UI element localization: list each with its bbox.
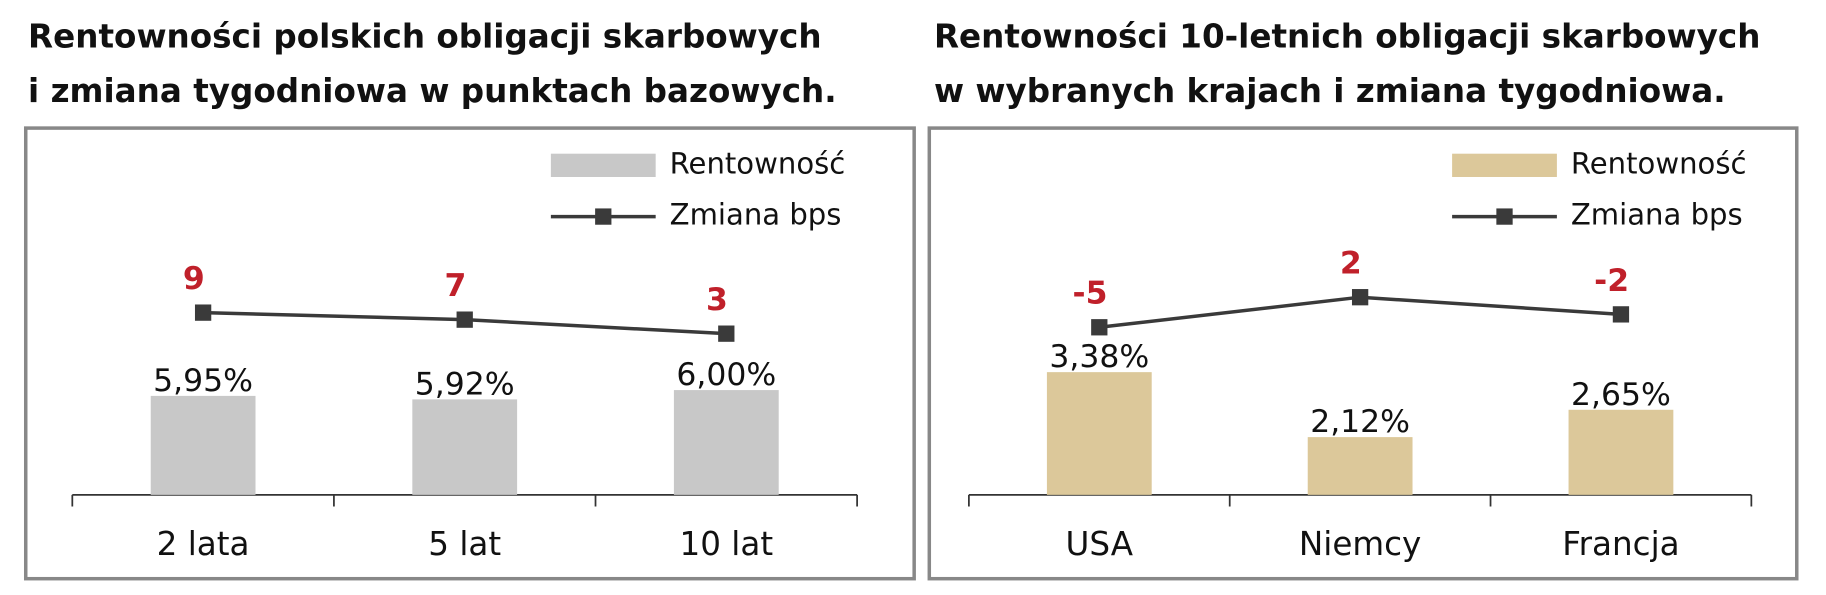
x-tick-label: 5 lat <box>428 525 501 563</box>
chart-title: Rentowności polskich obligacji skarbowyc… <box>28 17 822 55</box>
legend-marker <box>595 208 612 225</box>
line-marker <box>718 325 735 342</box>
bar <box>412 399 518 495</box>
line-value-label: 3 <box>706 282 728 318</box>
line-value-label: 2 <box>1340 246 1362 282</box>
line-value-label: 9 <box>183 261 205 297</box>
line-value-label: -2 <box>1594 263 1629 299</box>
legend-swatch <box>550 153 656 177</box>
bar-value-label: 5,92% <box>415 366 515 402</box>
bar-value-label: 5,95% <box>153 363 253 399</box>
panel-frame <box>23 126 916 581</box>
bar-value-label: 2,12% <box>1310 404 1410 440</box>
bar-value-label: 3,38% <box>1049 339 1149 375</box>
bar-value-label: 2,65% <box>1571 377 1671 413</box>
legend-marker <box>1496 208 1513 225</box>
x-tick-label: USA <box>1066 525 1134 563</box>
line-marker <box>194 304 212 321</box>
line-marker <box>456 311 473 328</box>
legend-label: Zmiana bps <box>670 198 842 232</box>
bar <box>1568 409 1674 495</box>
bar <box>1307 437 1413 495</box>
legend-swatch <box>1452 153 1557 177</box>
legend-label: Zmiana bps <box>1571 198 1743 232</box>
chart-title: Rentowności 10-letnich obligacji skarbow… <box>934 17 1760 55</box>
x-tick-label: 2 lata <box>157 525 250 563</box>
line-marker <box>1351 289 1369 306</box>
legend-label: Rentowność <box>1571 146 1747 180</box>
line-value-label: 7 <box>444 268 466 304</box>
line-marker <box>1091 319 1108 336</box>
x-tick-label: Francja <box>1562 525 1679 563</box>
panel-frame <box>927 126 1799 581</box>
bar <box>673 390 779 495</box>
bar-value-label: 6,00% <box>676 357 776 393</box>
chart-title: w wybranych krajach i zmiana tygodniowa. <box>934 72 1726 110</box>
x-tick-label: 10 lat <box>679 525 773 563</box>
legend-label: Rentowność <box>670 146 846 180</box>
line-marker <box>1612 306 1630 323</box>
bar <box>150 395 256 495</box>
chart-title: i zmiana tygodniowa w punktach bazowych. <box>28 72 837 110</box>
line-value-label: -5 <box>1073 276 1108 312</box>
bar <box>1046 372 1152 495</box>
x-tick-label: Niemcy <box>1299 525 1421 563</box>
